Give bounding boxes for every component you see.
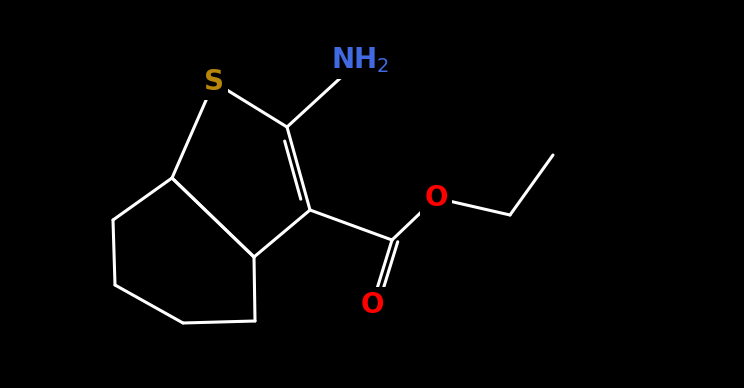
Text: NH$_2$: NH$_2$ [331,45,389,75]
Text: O: O [360,291,384,319]
Text: O: O [424,184,448,212]
Text: S: S [204,68,224,96]
